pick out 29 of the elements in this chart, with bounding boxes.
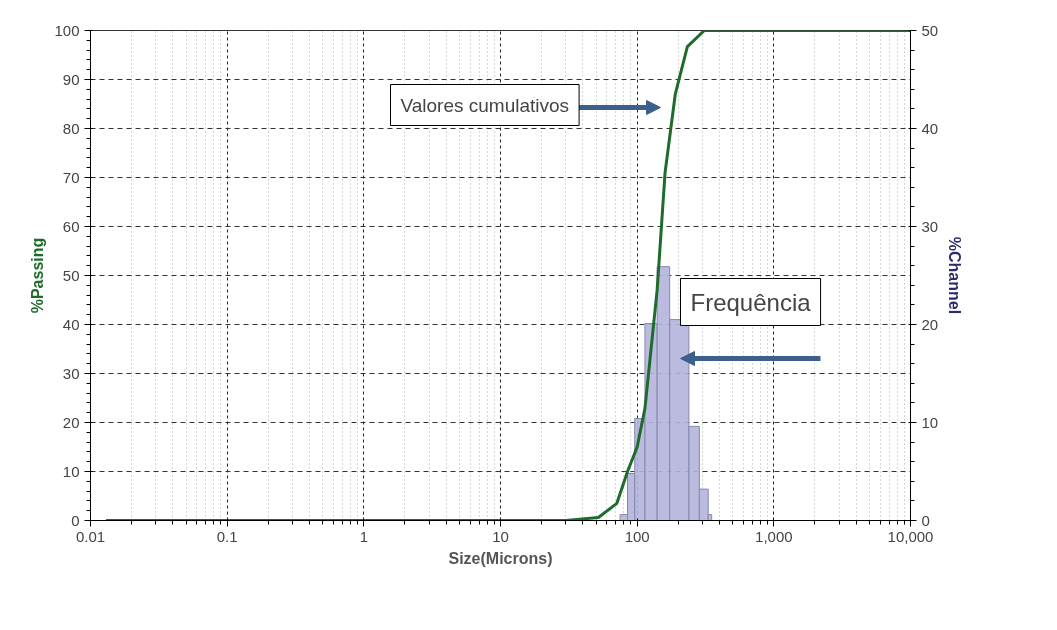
x-tick-label: 1 [359, 527, 369, 545]
y-tick-label: 30 [62, 364, 80, 382]
y-tick-label: 10 [62, 462, 80, 480]
x-tick-label: 0.1 [216, 527, 238, 545]
y2-tick-label: 10 [921, 413, 939, 431]
y2-tick-label: 30 [921, 217, 939, 235]
y2-tick-label: 0 [921, 511, 930, 529]
y-tick-label: 20 [62, 413, 80, 431]
x-tick-label: 1,000 [755, 527, 793, 545]
y2-tick-label: 20 [921, 315, 939, 333]
x-tick-label: 10 [492, 527, 509, 545]
y-tick-label: 70 [62, 168, 80, 186]
y-tick-label: 50 [62, 266, 80, 284]
x-axis-title: Size(Microns) [448, 549, 553, 567]
y-tick-label: 0 [71, 511, 80, 529]
y-tick-label: 80 [62, 119, 80, 137]
y-tick-label: 90 [62, 70, 80, 88]
x-tick-label: 100 [624, 527, 650, 545]
x-tick-label: 10,000 [887, 527, 934, 545]
annotation: Frequência [690, 288, 812, 316]
y-tick-label: 40 [62, 315, 80, 333]
y-tick-label: 100 [54, 21, 80, 39]
y2-tick-label: 50 [921, 21, 939, 39]
y2-axis-title: %Channel [946, 236, 964, 315]
y2-tick-label: 40 [921, 119, 939, 137]
y-tick-label: 60 [62, 217, 80, 235]
y-axis-title: %Passing [29, 237, 47, 314]
x-tick-label: 0.01 [75, 527, 106, 545]
annotation: Valores cumulativos [400, 94, 570, 116]
